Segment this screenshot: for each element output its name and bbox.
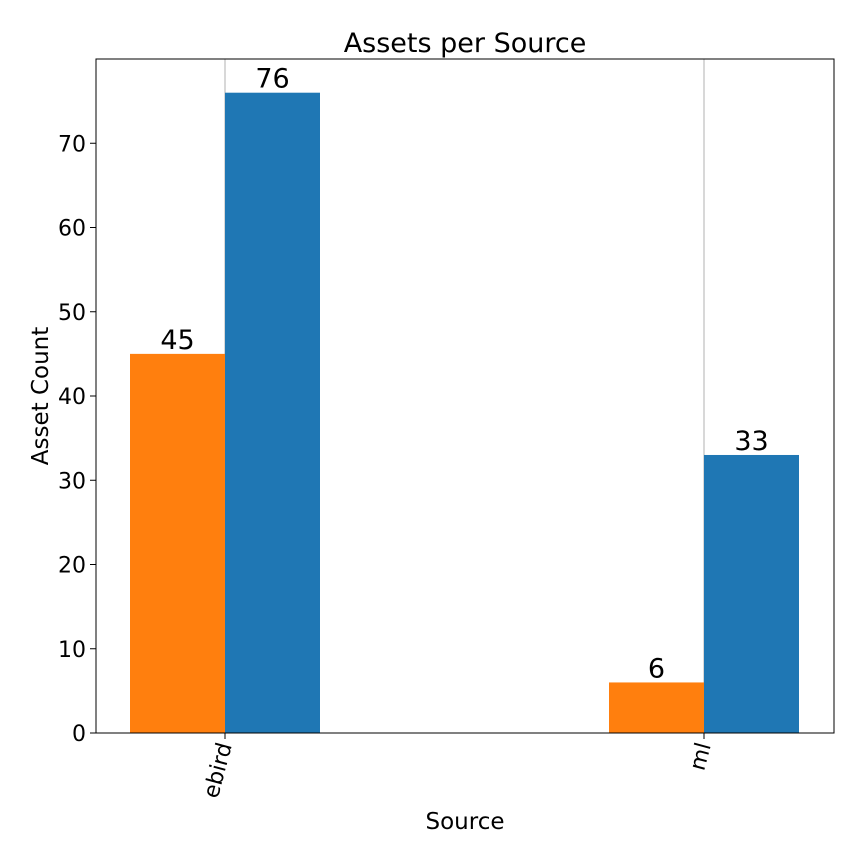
x-tick-label: ebird [199, 740, 238, 801]
bar-ebird-1 [225, 92, 320, 733]
bar-ebird-0 [130, 353, 225, 733]
x-axis-label: Source [426, 809, 505, 835]
chart-title: Assets per Source [344, 28, 587, 59]
y-tick-label: 50 [58, 301, 86, 326]
x-tick-label: ml [686, 740, 717, 773]
y-tick-label: 30 [58, 469, 86, 494]
data-label: 45 [160, 325, 194, 356]
y-tick-label: 60 [58, 217, 86, 242]
bar-ml-1 [704, 454, 799, 733]
y-tick-label: 20 [58, 554, 86, 579]
data-label: 33 [734, 426, 768, 457]
x-axis-ticks: ebird ml [199, 733, 717, 801]
y-tick-label: 0 [72, 722, 86, 747]
y-tick-label: 40 [58, 385, 86, 410]
data-label: 76 [255, 64, 289, 95]
bar-ml-0 [609, 682, 704, 733]
y-axis-label: Asset Count [28, 327, 54, 465]
y-tick-label: 70 [58, 132, 86, 157]
bars-layer [130, 92, 799, 733]
data-label: 6 [648, 653, 665, 684]
y-tick-label: 10 [58, 638, 86, 663]
data-labels-layer: 45 6 76 33 [160, 64, 768, 685]
y-axis-ticks: 0 10 20 30 40 50 60 70 [58, 132, 96, 747]
